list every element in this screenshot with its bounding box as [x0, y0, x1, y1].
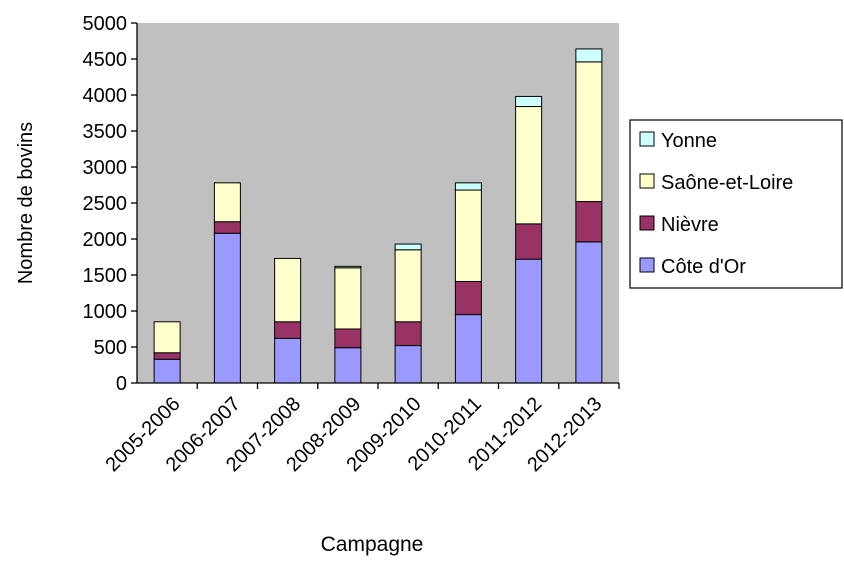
- legend-swatch-saone-et-loire: [639, 173, 655, 189]
- bar-cote-d-or-2012-2013: [575, 241, 603, 384]
- legend-swatch-yonne: [639, 131, 655, 147]
- legend-box: [629, 119, 843, 289]
- bar-nievre-2008-2009: [334, 328, 362, 349]
- y-axis-title: Nombre de bovins: [15, 122, 37, 284]
- bar-nievre-2012-2013: [575, 201, 603, 243]
- legend-label-nievre: Nièvre: [661, 214, 719, 236]
- bar-yonne-2008-2009: [334, 265, 362, 269]
- y-tick-label: 2500: [83, 193, 128, 215]
- bar-nievre-2009-2010: [394, 321, 422, 347]
- y-tick-label: 3000: [83, 157, 128, 179]
- bar-saone-et-loire-2012-2013: [575, 61, 603, 203]
- bar-nievre-2011-2012: [515, 223, 543, 260]
- bar-nievre-2005-2006: [153, 352, 181, 360]
- bar-yonne-2012-2013: [575, 48, 603, 63]
- bar-saone-et-loire-2005-2006: [153, 321, 181, 354]
- legend-label-yonne: Yonne: [661, 130, 717, 152]
- y-tick-label: 1500: [83, 265, 128, 287]
- bar-cote-d-or-2006-2007: [213, 232, 241, 384]
- bar-saone-et-loire-2006-2007: [213, 182, 241, 223]
- y-tick-label: 5000: [83, 13, 128, 35]
- bar-nievre-2007-2008: [274, 321, 302, 339]
- bar-cote-d-or-2007-2008: [274, 337, 302, 384]
- bar-nievre-2006-2007: [213, 221, 241, 234]
- legend-label-cote-d-or: Côte d'Or: [661, 256, 746, 278]
- bar-saone-et-loire-2011-2012: [515, 106, 543, 225]
- y-tick-label: 3500: [83, 121, 128, 143]
- x-axis-title: Campagne: [321, 533, 424, 556]
- bar-saone-et-loire-2007-2008: [274, 257, 302, 323]
- bar-yonne-2011-2012: [515, 95, 543, 108]
- y-tick-label: 1000: [83, 301, 128, 323]
- y-tick-label: 2000: [83, 229, 128, 251]
- bar-yonne-2010-2011: [454, 182, 482, 191]
- legend-swatch-nievre: [639, 215, 655, 231]
- bar-cote-d-or-2005-2006: [153, 358, 181, 384]
- legend-label-saone-et-loire: Saône-et-Loire: [661, 172, 793, 194]
- y-tick-label: 4000: [83, 85, 128, 107]
- bar-yonne-2009-2010: [394, 243, 422, 251]
- legend: Yonne Saône-et-Loire Nièvre Côte d'Or: [629, 119, 843, 289]
- x-axis: 2005-20062006-20072007-20082008-20092009…: [101, 382, 620, 476]
- bar-cote-d-or-2008-2009: [334, 347, 362, 384]
- y-tick-label: 0: [116, 373, 127, 395]
- legend-swatch-cote-d-or: [639, 257, 655, 273]
- y-tick-label: 500: [94, 337, 127, 359]
- bar-cote-d-or-2010-2011: [454, 314, 482, 384]
- plot-area: [137, 23, 619, 383]
- y-tick-label: 4500: [83, 49, 128, 71]
- y-axis: 0 500 1000 1500 2000 2500 3000 3500 4000 4500 5000: [83, 13, 138, 395]
- bar-saone-et-loire-2008-2009: [334, 267, 362, 330]
- bar-saone-et-loire-2009-2010: [394, 249, 422, 323]
- bar-nievre-2010-2011: [454, 280, 482, 316]
- bar-cote-d-or-2009-2010: [394, 345, 422, 384]
- bars-layer: [153, 48, 603, 384]
- bar-cote-d-or-2011-2012: [515, 258, 543, 384]
- bar-saone-et-loire-2010-2011: [454, 189, 482, 282]
